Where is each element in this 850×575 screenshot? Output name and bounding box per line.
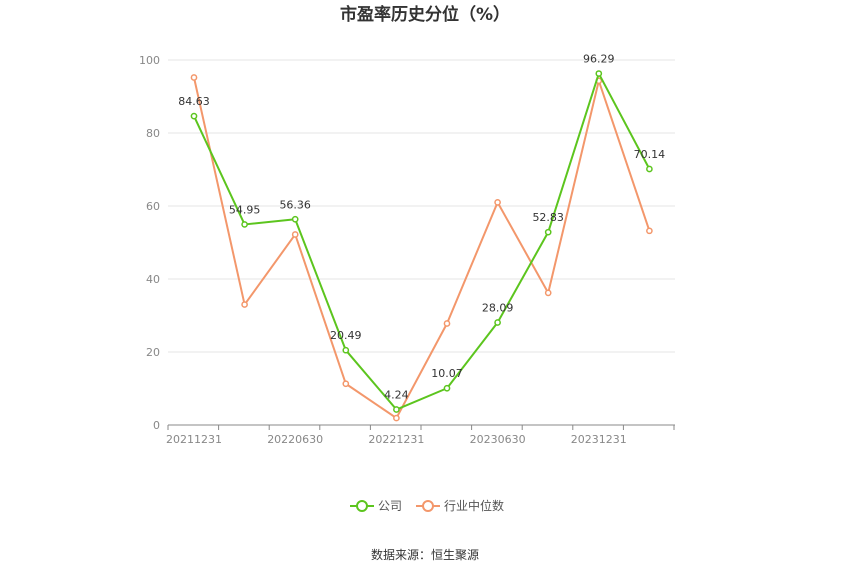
data-point-industry-median[interactable] bbox=[291, 231, 299, 238]
y-tick-label: 40 bbox=[146, 273, 160, 286]
data-label: 4.24 bbox=[384, 389, 409, 402]
legend-marker-company bbox=[356, 500, 368, 512]
data-point-company[interactable] bbox=[544, 228, 552, 236]
y-tick-label: 100 bbox=[139, 54, 160, 67]
y-tick-label: 0 bbox=[153, 419, 160, 432]
data-point-industry-median[interactable] bbox=[646, 227, 653, 235]
data-label: 84.63 bbox=[178, 95, 210, 108]
data-point-company[interactable] bbox=[646, 165, 653, 173]
legend[interactable]: 公司 行业中位数 bbox=[350, 498, 504, 513]
data-point-industry-median[interactable] bbox=[443, 320, 451, 327]
y-tick-label: 80 bbox=[146, 127, 160, 140]
data-point-company[interactable] bbox=[595, 70, 603, 77]
legend-label-company: 公司 bbox=[378, 499, 402, 513]
y-axis-ticks: 0 20 40 60 80 100 bbox=[139, 54, 160, 432]
data-point-industry-median[interactable] bbox=[241, 301, 248, 308]
x-tick-label: 20221231 bbox=[368, 433, 424, 446]
y-tick-label: 60 bbox=[146, 200, 160, 213]
data-point-industry-median[interactable] bbox=[494, 199, 501, 206]
x-tick-label: 20220630 bbox=[267, 433, 323, 446]
data-label: 28.09 bbox=[482, 301, 514, 314]
series-line-industry-median bbox=[193, 77, 651, 420]
data-label: 10.07 bbox=[431, 367, 463, 380]
series-group bbox=[190, 70, 653, 422]
data-point-industry-median[interactable] bbox=[190, 74, 198, 81]
x-tick-label: 20231231 bbox=[571, 433, 627, 446]
chart-title: 市盈率历史分位（%） bbox=[340, 4, 510, 25]
data-label: 52.83 bbox=[532, 211, 564, 224]
data-point-company[interactable] bbox=[494, 319, 501, 326]
series-line-company bbox=[193, 72, 651, 411]
source-note: 数据来源：恒生聚源 bbox=[371, 547, 479, 562]
data-point-company[interactable] bbox=[443, 384, 451, 392]
x-axis-ticks: 20211231 20220630 20221231 20230630 20231231 bbox=[166, 433, 627, 446]
data-label: 96.29 bbox=[583, 53, 615, 66]
x-tick-label: 20230630 bbox=[470, 433, 526, 446]
grid-lines bbox=[168, 59, 675, 353]
data-point-company[interactable] bbox=[342, 346, 350, 354]
data-point-company[interactable] bbox=[291, 215, 299, 223]
data-label: 70.14 bbox=[634, 148, 666, 161]
data-label: 56.36 bbox=[279, 198, 311, 211]
legend-label-industry-median: 行业中位数 bbox=[444, 498, 504, 513]
data-point-company[interactable] bbox=[241, 221, 248, 228]
data-point-industry-median[interactable] bbox=[393, 414, 400, 422]
data-label: 20.49 bbox=[330, 329, 362, 342]
data-labels: 84.63 54.95 56.36 20.49 4.24 10.07 28.09 52.83 9… bbox=[178, 53, 665, 402]
legend-item-industry-median[interactable]: 行业中位数 bbox=[416, 498, 504, 513]
x-tick-label: 20211231 bbox=[166, 433, 222, 446]
data-point-company[interactable] bbox=[393, 406, 400, 413]
data-label: 54.95 bbox=[229, 203, 261, 216]
data-point-industry-median[interactable] bbox=[544, 289, 552, 297]
axes bbox=[167, 424, 675, 430]
data-point-company[interactable] bbox=[190, 112, 198, 120]
legend-marker-industry-median bbox=[422, 500, 434, 512]
data-point-industry-median[interactable] bbox=[342, 380, 350, 388]
legend-item-company[interactable]: 公司 bbox=[350, 499, 402, 513]
y-tick-label: 20 bbox=[146, 346, 160, 359]
